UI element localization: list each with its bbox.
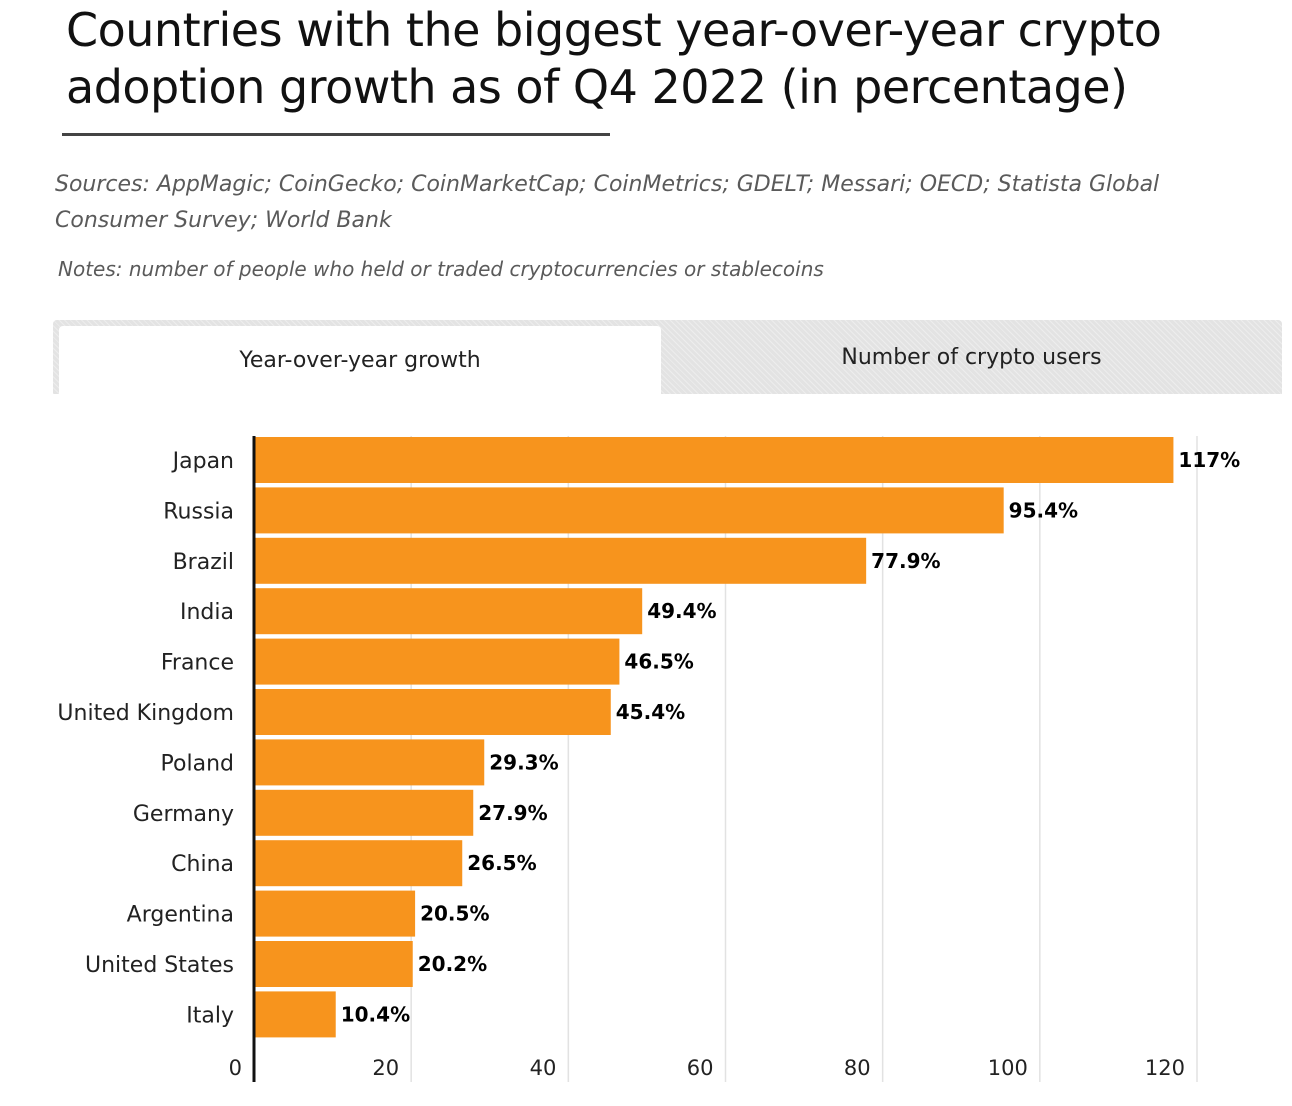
value-label: 29.3%	[489, 750, 558, 774]
bar-chart: Japan 117% Russia 95.4% Brazil 77.9% India 49.4…	[57, 436, 1240, 1082]
bar	[254, 689, 611, 735]
value-label: 20.2%	[418, 952, 487, 976]
value-label: 20.5%	[420, 902, 489, 926]
category-label: Russia	[163, 499, 234, 524]
bar	[254, 941, 413, 987]
category-label: Poland	[161, 751, 234, 776]
x-tick-label: 40	[530, 1056, 557, 1080]
bar	[254, 789, 474, 836]
value-label: 49.4%	[647, 599, 716, 623]
value-label: 77.9%	[871, 549, 940, 573]
title-underline	[62, 133, 610, 136]
category-label: China	[171, 852, 234, 877]
value-label: 10.4%	[341, 1002, 410, 1026]
value-label: 95.4%	[1009, 498, 1078, 522]
category-label: Argentina	[127, 903, 234, 928]
category-label: France	[161, 651, 234, 676]
bar	[254, 437, 1174, 483]
category-label: United Kingdom	[57, 701, 234, 726]
tab-number-of-crypto-users[interactable]: Number of crypto users	[841, 344, 1102, 370]
chart-title: Countries with the biggest year-over-yea…	[66, 3, 1162, 114]
category-label: Brazil	[173, 550, 234, 575]
bar	[254, 890, 416, 937]
value-label: 27.9%	[478, 801, 547, 825]
x-tick-label: 100	[988, 1056, 1028, 1080]
notes-text: Notes: number of people who held or trad…	[58, 257, 824, 281]
tab-bar: Year-over-year growth Number of crypto u…	[53, 320, 1282, 394]
value-label: 117%	[1178, 448, 1240, 472]
bar	[254, 487, 1004, 534]
value-label: 45.4%	[616, 700, 685, 724]
tab-year-over-year-growth[interactable]: Year-over-year growth	[59, 326, 661, 394]
value-label: 46.5%	[624, 650, 693, 674]
x-tick-label: 120	[1145, 1056, 1185, 1080]
sources-note: Sources: AppMagic; CoinGecko; CoinMarket…	[55, 172, 1160, 233]
bar	[254, 739, 485, 786]
bar	[254, 991, 336, 1038]
category-label: Japan	[171, 449, 234, 474]
x-tick-label: 20	[372, 1056, 399, 1080]
x-tick-label: 0	[229, 1056, 242, 1080]
x-tick-label: 60	[687, 1056, 714, 1080]
value-label: 26.5%	[467, 851, 536, 875]
category-label: Germany	[133, 802, 234, 827]
category-label: India	[180, 600, 234, 625]
bar	[254, 840, 463, 887]
x-tick-label: 80	[844, 1056, 871, 1080]
bar	[254, 638, 620, 685]
category-label: Italy	[186, 1003, 234, 1028]
category-label: United States	[85, 953, 234, 978]
bar	[254, 588, 643, 635]
bar	[254, 537, 867, 584]
